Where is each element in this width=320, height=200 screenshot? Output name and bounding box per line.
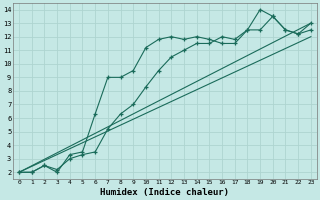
X-axis label: Humidex (Indice chaleur): Humidex (Indice chaleur)	[100, 188, 229, 197]
